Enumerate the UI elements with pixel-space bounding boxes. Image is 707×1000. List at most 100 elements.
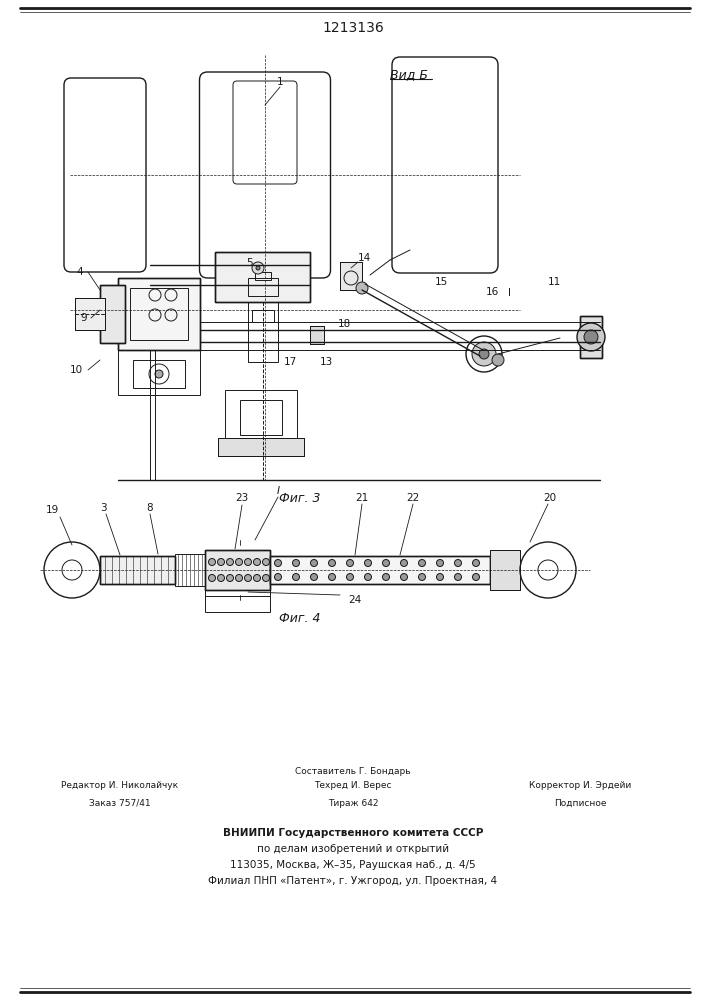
Circle shape: [365, 574, 371, 580]
Circle shape: [245, 574, 252, 582]
Circle shape: [455, 574, 462, 580]
Circle shape: [472, 560, 479, 566]
Circle shape: [155, 370, 163, 378]
Circle shape: [365, 560, 371, 566]
FancyBboxPatch shape: [233, 81, 297, 184]
Circle shape: [329, 574, 336, 580]
Text: Филиал ПНП «Патент», г. Ужгород, ул. Проектная, 4: Филиал ПНП «Патент», г. Ужгород, ул. Про…: [209, 876, 498, 886]
Text: I: I: [276, 486, 279, 496]
FancyBboxPatch shape: [199, 72, 330, 278]
Text: 5: 5: [246, 258, 253, 268]
Circle shape: [218, 574, 225, 582]
Bar: [218, 438, 304, 456]
Circle shape: [584, 330, 598, 344]
Bar: [205, 550, 270, 590]
Circle shape: [382, 574, 390, 580]
Bar: [248, 302, 278, 362]
Circle shape: [254, 558, 260, 566]
Text: Редактор И. Николайчук: Редактор И. Николайчук: [62, 780, 179, 790]
Text: 9: 9: [81, 313, 87, 323]
Bar: [100, 285, 125, 343]
Circle shape: [472, 574, 479, 580]
Circle shape: [218, 558, 225, 566]
Circle shape: [235, 558, 243, 566]
Text: Техред И. Верес: Техред И. Верес: [314, 780, 392, 790]
Circle shape: [209, 558, 216, 566]
Text: 1: 1: [276, 77, 284, 87]
Circle shape: [262, 574, 269, 582]
Text: 3: 3: [100, 503, 106, 513]
Circle shape: [226, 574, 233, 582]
Circle shape: [293, 574, 300, 580]
Circle shape: [455, 560, 462, 566]
Text: 8: 8: [146, 503, 153, 513]
Text: 19: 19: [45, 505, 59, 515]
Bar: [340, 262, 362, 290]
Text: Вид Б: Вид Б: [390, 68, 428, 82]
Text: 17: 17: [284, 357, 297, 367]
Circle shape: [577, 323, 605, 351]
Circle shape: [479, 349, 489, 359]
Circle shape: [472, 342, 496, 366]
Text: 13: 13: [320, 357, 333, 367]
Bar: [215, 252, 310, 302]
Circle shape: [245, 558, 252, 566]
Circle shape: [356, 282, 368, 294]
Bar: [248, 278, 278, 296]
Bar: [490, 550, 520, 590]
Circle shape: [436, 560, 443, 566]
Circle shape: [262, 558, 269, 566]
Text: 16: 16: [486, 287, 499, 297]
Bar: [225, 390, 297, 438]
Text: Тираж 642: Тираж 642: [328, 798, 378, 808]
Bar: [490, 550, 520, 590]
Bar: [205, 590, 270, 612]
Bar: [100, 556, 175, 584]
Bar: [215, 252, 310, 302]
Circle shape: [310, 560, 317, 566]
Bar: [100, 285, 125, 343]
Text: 15: 15: [435, 277, 448, 287]
Text: 20: 20: [544, 493, 556, 503]
Bar: [270, 556, 490, 584]
Bar: [175, 554, 205, 586]
Circle shape: [400, 560, 407, 566]
Bar: [205, 550, 270, 590]
Text: 22: 22: [407, 493, 420, 503]
Circle shape: [382, 560, 390, 566]
Circle shape: [274, 560, 281, 566]
Text: по делам изобретений и открытий: по делам изобретений и открытий: [257, 844, 449, 854]
FancyBboxPatch shape: [392, 57, 498, 273]
Text: Заказ 757/41: Заказ 757/41: [89, 798, 151, 808]
Text: 21: 21: [356, 493, 368, 503]
Circle shape: [254, 574, 260, 582]
Bar: [580, 316, 602, 358]
Text: 11: 11: [548, 277, 561, 287]
Text: 1213136: 1213136: [322, 21, 384, 35]
Circle shape: [209, 574, 216, 582]
Text: 18: 18: [338, 319, 351, 329]
Circle shape: [293, 560, 300, 566]
Circle shape: [346, 560, 354, 566]
Circle shape: [419, 560, 426, 566]
Circle shape: [492, 354, 504, 366]
Circle shape: [346, 574, 354, 580]
Text: 14: 14: [358, 253, 371, 263]
Circle shape: [329, 560, 336, 566]
Circle shape: [400, 574, 407, 580]
Bar: [252, 310, 274, 322]
Bar: [118, 278, 200, 350]
Text: Составитель Г. Бондарь: Составитель Г. Бондарь: [296, 766, 411, 776]
Circle shape: [235, 574, 243, 582]
Bar: [580, 316, 602, 358]
Text: 23: 23: [235, 493, 249, 503]
FancyBboxPatch shape: [64, 78, 146, 272]
Bar: [133, 360, 185, 388]
Bar: [75, 298, 105, 330]
Circle shape: [436, 574, 443, 580]
Bar: [75, 298, 105, 330]
Text: Подписное: Подписное: [554, 798, 606, 808]
Bar: [218, 438, 304, 456]
Text: ВНИИПИ Государственного комитета СССР: ВНИИПИ Государственного комитета СССР: [223, 828, 483, 838]
Bar: [100, 556, 175, 584]
